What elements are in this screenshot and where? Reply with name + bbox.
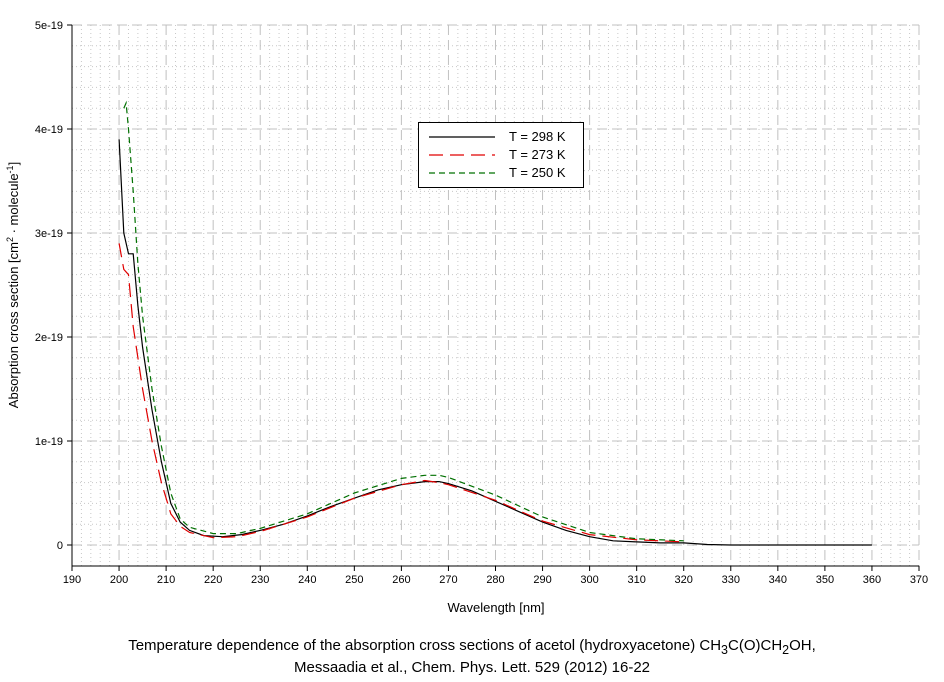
y-tick-label: 3e-19 [35,228,63,240]
x-axis-label: Wavelength [nm] [447,600,544,615]
legend-item: T = 250 K [427,164,577,182]
caption-line-1: Temperature dependence of the absorption… [128,637,816,657]
legend-item: T = 298 K [427,128,577,146]
legend-item: T = 273 K [427,146,577,164]
y-tick-label: 5e-19 [35,20,63,32]
y-axis-label: Absorption cross section [cm2 · molecule… [5,162,21,408]
series-line-250k [123,100,684,542]
chart: 190 200 210 220 230 240 250 260 270 280 290 300 310 3… [5,20,928,615]
x-tick-label: 200 [110,574,128,586]
series-lines [118,100,872,546]
x-tick-label: 360 [863,574,881,586]
x-tick-label: 310 [627,574,645,586]
legend: T = 298 K T = 273 K T = 250 K [418,122,584,188]
y-tick-label: 1e-19 [35,436,63,448]
x-tick-label: 270 [439,574,457,586]
legend-label: T = 250 K [509,165,566,180]
x-tick-label: 190 [63,574,81,586]
x-tick-label: 370 [910,574,928,586]
y-tick-label: 0 [57,540,63,552]
x-tick-label: 340 [769,574,787,586]
y-tick-label: 4e-19 [35,124,63,136]
x-tick-label: 240 [298,574,316,586]
y-tick-label: 2e-19 [35,332,63,344]
x-tick-label: 260 [392,574,410,586]
grid [71,24,920,566]
x-tick-label: 280 [486,574,504,586]
x-tick-label: 320 [675,574,693,586]
legend-label: T = 273 K [509,147,566,162]
x-tick-label: 330 [722,574,740,586]
series-line-273k [118,243,684,543]
axes: 190 200 210 220 230 240 250 260 270 280 290 300 310 3… [35,20,928,586]
x-tick-label: 230 [251,574,269,586]
caption-line-2: Messaadia et al., Chem. Phys. Lett. 529 … [293,659,651,676]
x-tick-label: 250 [345,574,363,586]
x-tick-label: 290 [533,574,551,586]
x-tick-label: 350 [816,574,834,586]
legend-label: T = 298 K [509,129,566,144]
x-tick-label: 300 [580,574,598,586]
x-tick-label: 220 [204,574,222,586]
x-tick-label: 210 [157,574,175,586]
